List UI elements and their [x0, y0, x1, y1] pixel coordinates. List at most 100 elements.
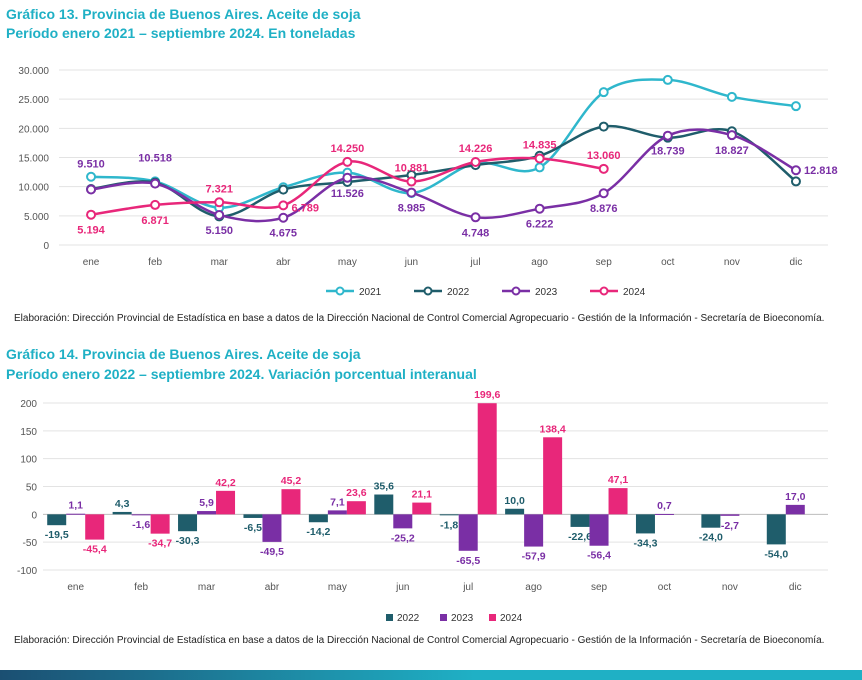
data-label-2022: -22,6 [568, 531, 592, 543]
bar-2022 [178, 514, 198, 532]
bar-2024 [85, 514, 105, 540]
y-tick-label: 25.000 [18, 95, 49, 106]
bar-2024 [150, 514, 170, 534]
data-label-2023: 10.518 [138, 153, 172, 165]
data-label-2023: -25,2 [391, 532, 415, 544]
data-label-2022: 4,3 [115, 498, 130, 510]
data-label-2023: 4.675 [270, 228, 298, 240]
data-label-2022: -19,5 [45, 529, 69, 541]
data-point-2024 [214, 197, 225, 208]
bar-2022 [766, 514, 786, 545]
x-tick-label: jun [395, 582, 409, 593]
data-label-2024: 10.881 [395, 163, 429, 175]
data-point-2023 [662, 130, 673, 141]
x-tick-label: jul [462, 582, 473, 593]
data-label-2023: -1,6 [132, 519, 150, 531]
data-label-2023: -57,9 [522, 551, 546, 563]
chart2-title-line1: Gráfico 14. Provincia de Buenos Aires. A… [6, 346, 361, 362]
bar-2023 [66, 513, 86, 515]
legend-label-2023: 2023 [535, 287, 558, 298]
data-label-2023: 0,7 [657, 500, 672, 512]
data-point-2023 [278, 212, 289, 223]
bar-2023 [785, 504, 805, 515]
data-label-2024: 21,1 [412, 489, 433, 501]
bar-2022 [439, 514, 459, 516]
data-label-2023: -56,4 [587, 550, 611, 562]
data-label-2023: 18.739 [651, 146, 685, 158]
bar-2023 [589, 514, 609, 546]
data-label-2024: 14.835 [523, 139, 557, 151]
data-point-2023 [214, 209, 225, 220]
data-label-2024: 6.871 [141, 215, 169, 227]
data-label-2022: 35,6 [374, 481, 395, 493]
bar-2022 [374, 494, 394, 515]
x-tick-label: mar [211, 257, 229, 268]
footer-band [0, 670, 862, 680]
data-label-2024: 14.250 [331, 143, 365, 155]
data-point-2024 [406, 176, 417, 187]
data-label-2023: 6.222 [526, 219, 554, 231]
chart2-title-line2: Período enero 2022 – septiembre 2024. Va… [6, 366, 477, 382]
bar-2023 [327, 510, 347, 515]
series-line-2023 [90, 128, 797, 223]
data-point-2024 [598, 163, 609, 174]
data-point-2023 [598, 188, 609, 199]
data-label-2023: 5,9 [199, 497, 214, 509]
data-label-2023: 1,1 [68, 500, 83, 512]
data-label-2024: -45,4 [83, 544, 107, 556]
x-tick-label: feb [148, 257, 162, 268]
bar-2023 [654, 513, 674, 515]
x-tick-label: oct [658, 582, 672, 593]
bar-2022 [635, 514, 655, 534]
data-point-2024 [342, 156, 353, 167]
data-point-2021 [726, 91, 737, 102]
data-label-2024: 6.789 [292, 202, 320, 214]
bar-2023 [197, 511, 217, 515]
data-label-2022: 10,0 [504, 495, 525, 507]
data-point-2023 [342, 172, 353, 183]
data-point-2022 [598, 121, 609, 132]
legend-label-2021: 2021 [359, 287, 382, 298]
x-tick-label: sep [591, 582, 608, 593]
data-label-2024: 13.060 [587, 150, 621, 162]
x-tick-label: dic [790, 257, 803, 268]
data-label-2022: -1,8 [440, 519, 458, 531]
y-tick-label: 150 [20, 427, 37, 438]
data-point-2022 [278, 184, 289, 195]
bar-2022 [505, 508, 525, 515]
bar-2024 [608, 488, 628, 515]
bar-2024 [477, 403, 497, 515]
data-point-2021 [790, 101, 801, 112]
bar-2024 [216, 490, 236, 515]
bar-2024 [412, 502, 432, 515]
data-label-2024: 47,1 [608, 474, 629, 486]
data-label-2022: -34,3 [633, 537, 657, 549]
data-label-2024: 14.226 [459, 143, 493, 155]
bar-2022 [47, 514, 67, 526]
bar-2022 [112, 511, 132, 515]
y-tick-label: 200 [20, 399, 37, 410]
chart1-source-note: Elaboración: Dirección Provincial de Est… [14, 313, 825, 324]
chart2-source-note: Elaboración: Dirección Provincial de Est… [14, 635, 825, 646]
x-tick-label: feb [134, 582, 148, 593]
data-label-2022: -54,0 [764, 548, 788, 560]
y-tick-label: 100 [20, 455, 37, 466]
bar-2022 [570, 514, 590, 527]
data-label-2023: 5.150 [205, 225, 233, 237]
data-point-2024 [86, 209, 97, 220]
data-label-2023: 12.818 [804, 165, 838, 177]
data-point-2021 [598, 87, 609, 98]
data-label-2023: 8.876 [590, 203, 618, 215]
data-point-2024 [534, 153, 545, 164]
legend-label-2022: 2022 [397, 613, 420, 624]
chart1-title-line2: Período enero 2021 – septiembre 2024. En… [6, 25, 356, 41]
data-label-2022: -24,0 [699, 532, 723, 544]
data-label-2024: 42,2 [215, 477, 236, 489]
y-tick-label: 15.000 [18, 154, 49, 165]
legend-label-2024: 2024 [500, 613, 523, 624]
x-tick-label: may [338, 257, 357, 268]
data-point-2022 [790, 176, 801, 187]
data-label-2023: 11.526 [331, 188, 364, 200]
legend-label-2023: 2023 [451, 613, 474, 624]
bar-2023 [458, 514, 478, 551]
